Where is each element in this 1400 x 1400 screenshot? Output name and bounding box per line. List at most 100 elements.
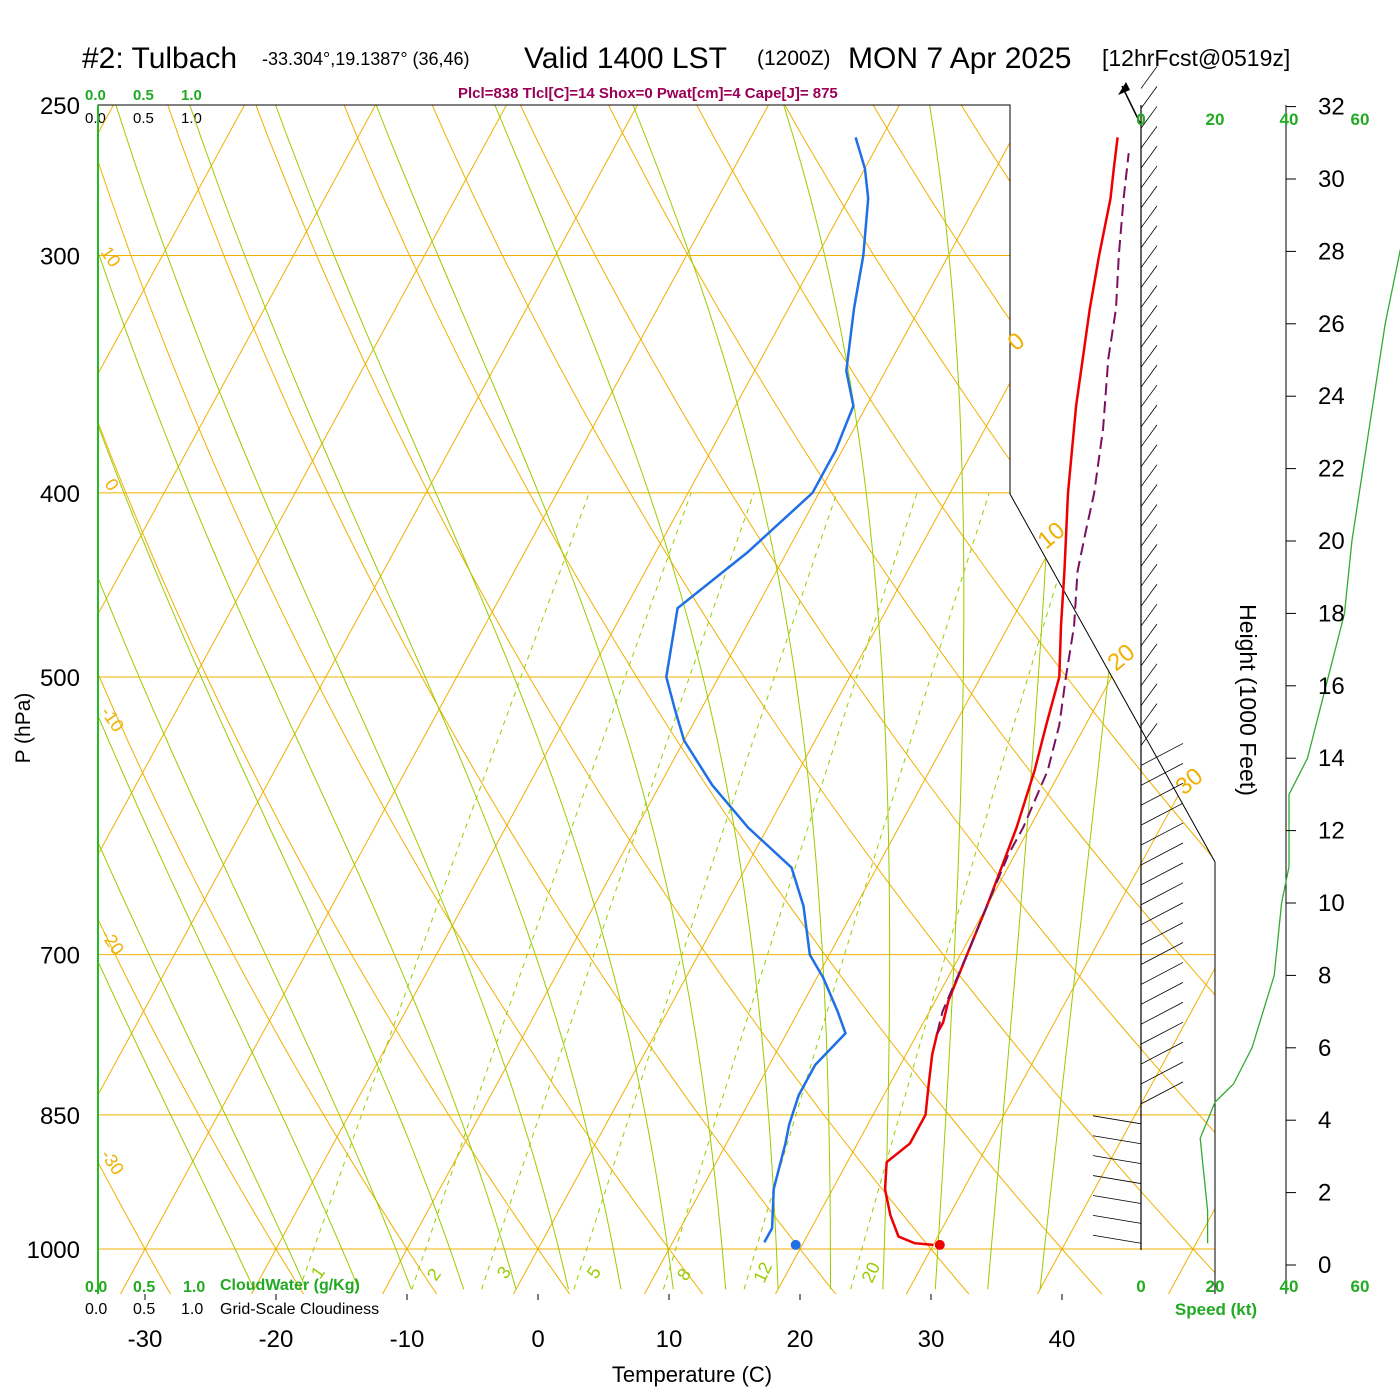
wind-barb <box>1092 1135 1142 1145</box>
parcel-params: Plcl=838 Tlcl[C]=14 Shox=0 Pwat[cm]=4 Ca… <box>458 85 838 102</box>
moist-adiabat-line <box>98 105 517 1290</box>
moist-adiabat-line <box>987 105 1059 1290</box>
cloudiness-tick: 1.0 <box>181 1301 203 1318</box>
dry-adiabat-line <box>98 105 326 1294</box>
height-tick-label: 6 <box>1318 1035 1331 1062</box>
dry-adiabat-line <box>98 105 460 1294</box>
height-tick-label: 30 <box>1318 166 1345 193</box>
speed-tick: 20 <box>1206 1277 1225 1296</box>
height-tick-label: 0 <box>1318 1252 1331 1279</box>
moist-adiabat-line <box>619 105 831 1290</box>
speed-tick: 20 <box>1206 110 1225 129</box>
wind-barb <box>1140 185 1158 209</box>
wind-barb <box>1140 663 1158 687</box>
wind-barb <box>1140 703 1158 726</box>
isotherm-line <box>98 105 657 1294</box>
wind-barb <box>1092 1115 1142 1125</box>
cloudwater-tick: 1.0 <box>181 87 202 104</box>
isotherm-line <box>232 105 919 1294</box>
mixing-ratio-label: 5 <box>583 1263 605 1283</box>
wind-barb <box>1140 683 1158 706</box>
wind-speed-line <box>1199 248 1400 1244</box>
valid-zulu: (1200Z) <box>757 47 831 70</box>
moist-adiabat-line <box>98 105 255 1290</box>
wind-barb <box>1140 842 1184 866</box>
moist-adiabat-line <box>98 105 360 1290</box>
cloudwater-tick: 0.5 <box>133 87 154 104</box>
height-tick-label: 32 <box>1318 94 1345 121</box>
height-tick-label: 10 <box>1318 890 1345 917</box>
mixing-ratio-line <box>481 492 755 1290</box>
height-tick-label: 28 <box>1318 238 1345 265</box>
isotherm-label: 0 <box>1003 327 1031 356</box>
height-tick-label: 24 <box>1318 383 1345 410</box>
dry-adiabat-line <box>1376 71 1400 1327</box>
isotherm-line <box>98 105 395 1294</box>
dry-adiabat-line <box>155 105 864 1294</box>
wind-barb <box>1140 802 1184 826</box>
wind-barb <box>1140 165 1158 189</box>
dewpoint-line <box>665 137 870 1243</box>
wind-barb <box>1140 922 1184 945</box>
cloudwater-tick: 1.0 <box>183 1279 205 1296</box>
temperature-tick-label: -30 <box>128 1326 163 1353</box>
temperature-tick-label: -20 <box>259 1326 294 1353</box>
dry-adiabat-line <box>242 105 999 1294</box>
wind-barb <box>1140 822 1184 846</box>
height-tick-label: 16 <box>1318 673 1345 700</box>
moist-adiabat-line <box>98 105 307 1290</box>
wind-barb <box>1140 66 1158 89</box>
temperature-tick-label: -10 <box>390 1326 425 1353</box>
wind-barb <box>1140 106 1158 129</box>
wind-barb <box>1140 245 1158 268</box>
cloudiness-tick: 0.0 <box>85 110 106 127</box>
temperature-axis: -30 -20 -10 0 10 20 30 40 <box>128 1294 1075 1353</box>
dry-adiabat-line <box>416 105 1215 1294</box>
wind-barb <box>1140 125 1158 149</box>
wind-barb <box>1140 364 1158 388</box>
wind-barb <box>1140 544 1158 567</box>
speed-tick: 0 <box>1136 110 1145 129</box>
pressure-axis: 250 300 400 500 700 850 1000 <box>27 93 80 1264</box>
height-tick-label: 8 <box>1318 962 1331 989</box>
parcel-line <box>936 152 1130 1034</box>
isotherm-label: 10 <box>97 243 125 271</box>
mixing-ratio-line <box>662 492 918 1290</box>
temperature-tick-label: 20 <box>787 1326 814 1353</box>
wind-barb <box>1140 225 1158 249</box>
wind-barb <box>1140 902 1184 926</box>
wind-barb <box>1140 404 1158 428</box>
height-tick-label: 2 <box>1318 1180 1331 1207</box>
wind-barb <box>1140 942 1184 965</box>
sounding-series <box>665 137 1130 1250</box>
temperature-tick-label: 0 <box>531 1326 544 1353</box>
height-axis-label: Height (1000 Feet) <box>1235 604 1261 796</box>
wind-barb <box>1140 384 1158 408</box>
isotherm-label: 30 <box>1171 763 1209 801</box>
wind-barb <box>1092 1234 1142 1244</box>
speed-tick: 40 <box>1280 1277 1299 1296</box>
wind-barb <box>1140 86 1158 109</box>
wind-barb <box>1092 1214 1142 1224</box>
wind-barb <box>1140 962 1184 985</box>
mixing-ratio-line <box>298 492 590 1290</box>
wind-barb <box>1140 524 1158 547</box>
wind-barb <box>1140 1081 1184 1105</box>
wind-barb <box>1140 484 1158 507</box>
dry-adiabat-line <box>98 105 729 1294</box>
cloudiness-tick: 0.0 <box>85 1301 107 1318</box>
moist-adiabat-line <box>923 105 965 1290</box>
isotherm-line <box>101 105 788 1294</box>
isotherm-line <box>98 105 264 1294</box>
wind-barb <box>1140 285 1158 308</box>
temperature-line <box>883 137 1119 1247</box>
height-tick-label: 12 <box>1318 818 1345 845</box>
wind-barb <box>1140 743 1184 766</box>
temperature-tick-label: 30 <box>918 1326 945 1353</box>
height-tick-label: 18 <box>1318 600 1345 627</box>
moist-adiabat-line <box>480 105 779 1290</box>
wind-barb <box>1140 305 1158 328</box>
cloudwater-label: CloudWater (g/Kg) <box>220 1277 360 1294</box>
moist-adiabat-line <box>98 105 412 1290</box>
